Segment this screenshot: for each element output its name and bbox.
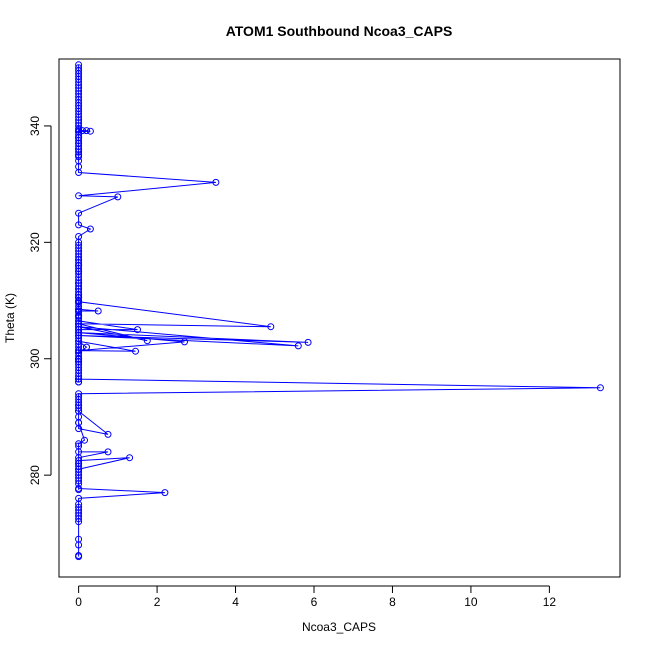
plot-frame [58,58,621,578]
data-point [294,342,302,350]
data-point [75,358,83,366]
x-tick-label: 12 [543,595,557,609]
data-point [104,448,112,456]
x-tick-label: 6 [311,595,318,609]
data-point [75,440,83,448]
data-point [81,436,88,444]
y-axis-label: Theta (K) [3,293,17,343]
y-tick-label: 300 [28,348,42,368]
data-point [75,307,83,315]
data-point [267,323,275,331]
y-axis: 280 300 320 340 [28,116,52,485]
data-point [104,430,112,438]
x-tick-label: 10 [464,595,478,609]
x-tick-label: 4 [232,595,239,609]
data-point [75,404,83,412]
data-point [126,454,134,462]
data-point [75,419,83,427]
chart-title: ATOM1 Southbound Ncoa3_CAPS [226,23,453,39]
data-point [75,378,83,386]
data-point [83,127,90,135]
x-tick-label: 8 [389,595,396,609]
data-point [75,541,83,549]
y-tick-label: 320 [28,232,42,252]
data-point [114,193,122,201]
data-point [75,375,83,383]
data-point [75,291,83,299]
data-point [83,343,90,351]
data-point [75,485,83,492]
data-point [134,326,141,334]
data-point [86,225,94,233]
data-point [79,127,86,135]
series-layer [75,61,604,561]
data-point [75,355,83,363]
x-axis-label: Ncoa3_CAPS [302,620,376,634]
y-tick-label: 280 [28,465,42,485]
x-tick-label: 0 [75,595,82,609]
data-point [75,209,83,217]
data-point [75,192,83,200]
data-point [75,347,83,355]
data-point [75,515,83,523]
data-point [143,337,151,345]
data-point [75,320,83,328]
data-point [75,153,83,161]
data-point [94,307,102,315]
data-point [75,267,83,275]
data-point [75,448,83,456]
data-point [86,127,94,135]
data-point [75,148,83,156]
data-point [75,477,83,485]
data-point [75,298,83,306]
data-point [596,384,604,392]
data-point [181,338,188,346]
data-point [75,221,83,229]
data-point [161,489,169,497]
data-point [304,338,312,346]
data-point [75,518,83,526]
data-point [75,553,83,561]
data-point [75,337,83,345]
data-point [132,347,139,355]
data-point [75,329,83,337]
data-point [75,312,83,320]
data-point [75,294,83,302]
data-point [212,178,220,186]
x-axis: 0 2 4 6 8 10 12 [75,585,557,609]
data-point [75,169,83,176]
x-tick-label: 2 [154,595,161,609]
y-tick-label: 340 [28,116,42,136]
